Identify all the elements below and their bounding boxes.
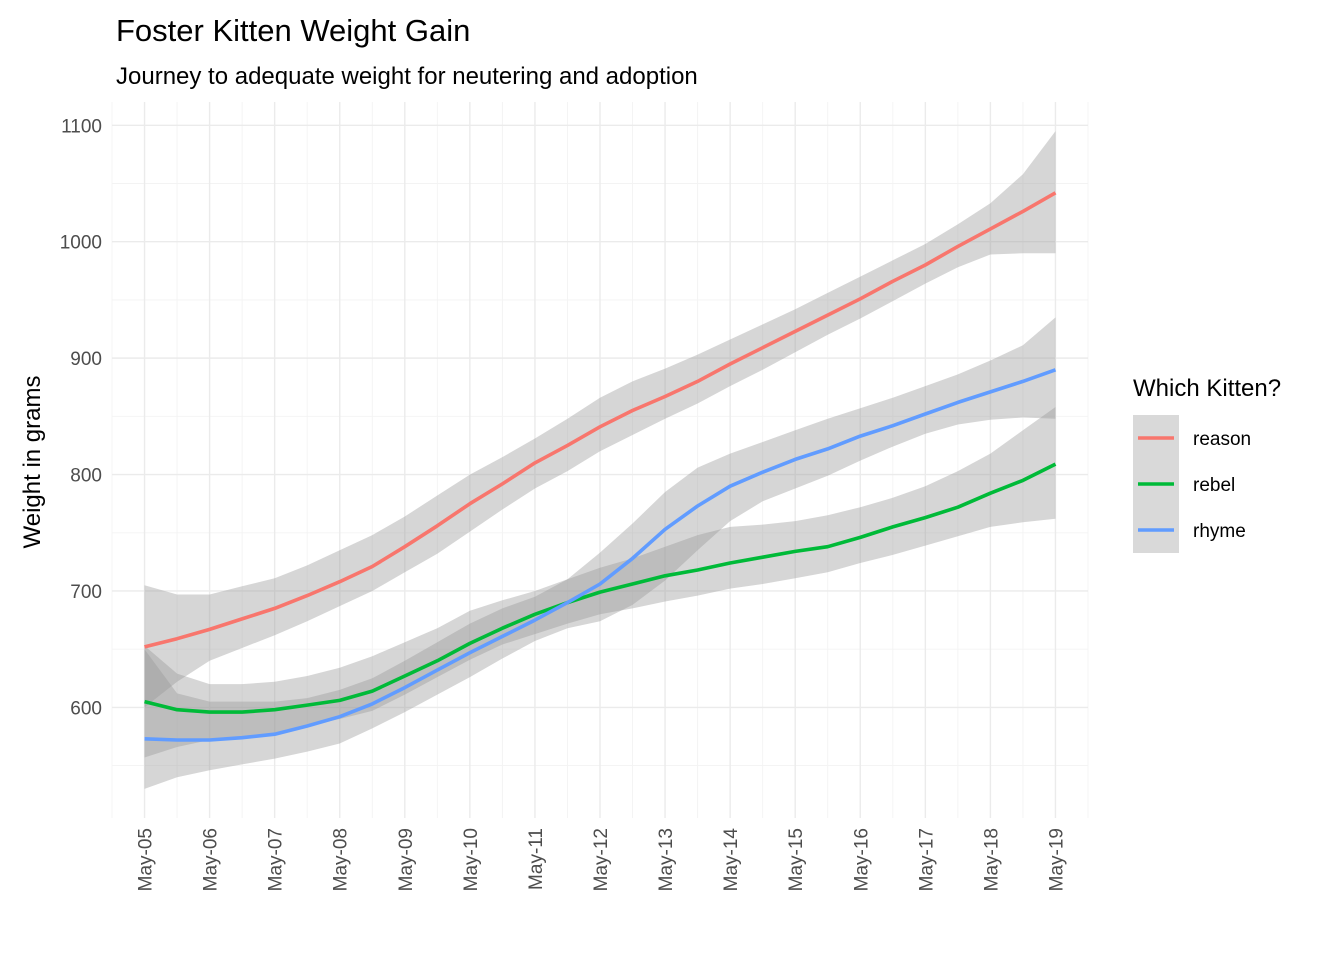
legend: Which Kitten? reason rebel rhyme (1133, 375, 1281, 553)
line-reason (144, 191, 1057, 649)
grid-major (112, 102, 1088, 818)
x-tick-label: May-08 (331, 828, 352, 891)
x-tick-label: May-18 (981, 828, 1002, 891)
x-axis-ticks: May-05 May-06 May-07 May-08 May-09 May-10 May-… (136, 828, 1068, 892)
series-lines (144, 191, 1057, 742)
y-tick-label: 900 (70, 349, 102, 370)
x-tick-label: May-10 (461, 828, 482, 891)
ribbon-rhyme (144, 317, 1056, 789)
x-tick-label: May-14 (721, 828, 742, 892)
y-tick-label: 800 (70, 466, 102, 487)
x-tick-label: May-12 (591, 828, 612, 891)
legend-label-reason: reason (1193, 429, 1251, 450)
x-tick-label: May-07 (266, 828, 287, 891)
ribbon-reason (144, 131, 1056, 708)
x-tick-label: May-16 (851, 828, 872, 891)
legend-title: Which Kitten? (1133, 375, 1281, 402)
y-tick-label: 600 (70, 698, 102, 719)
x-tick-label: May-06 (201, 828, 222, 891)
y-axis-ticks: 600 700 800 900 1000 1100 (60, 116, 102, 719)
x-tick-label: May-17 (916, 828, 937, 891)
x-tick-label: May-13 (656, 828, 677, 891)
x-tick-label: May-15 (786, 828, 807, 891)
x-tick-label: May-09 (396, 828, 417, 891)
legend-label-rebel: rebel (1193, 475, 1235, 496)
chart-subtitle: Journey to adequate weight for neutering… (116, 63, 698, 90)
y-tick-label: 1100 (61, 116, 102, 137)
chart-title: Foster Kitten Weight Gain (116, 13, 470, 48)
y-axis-title: Weight in grams (19, 376, 46, 549)
line-rhyme (144, 368, 1057, 742)
x-tick-label: May-19 (1047, 828, 1068, 891)
legend-label-rhyme: rhyme (1193, 521, 1246, 542)
x-tick-label: May-05 (136, 828, 157, 891)
x-tick-label: May-11 (526, 828, 547, 890)
line-rebel (144, 462, 1057, 714)
y-tick-label: 1000 (60, 233, 102, 254)
y-tick-label: 700 (70, 582, 102, 603)
